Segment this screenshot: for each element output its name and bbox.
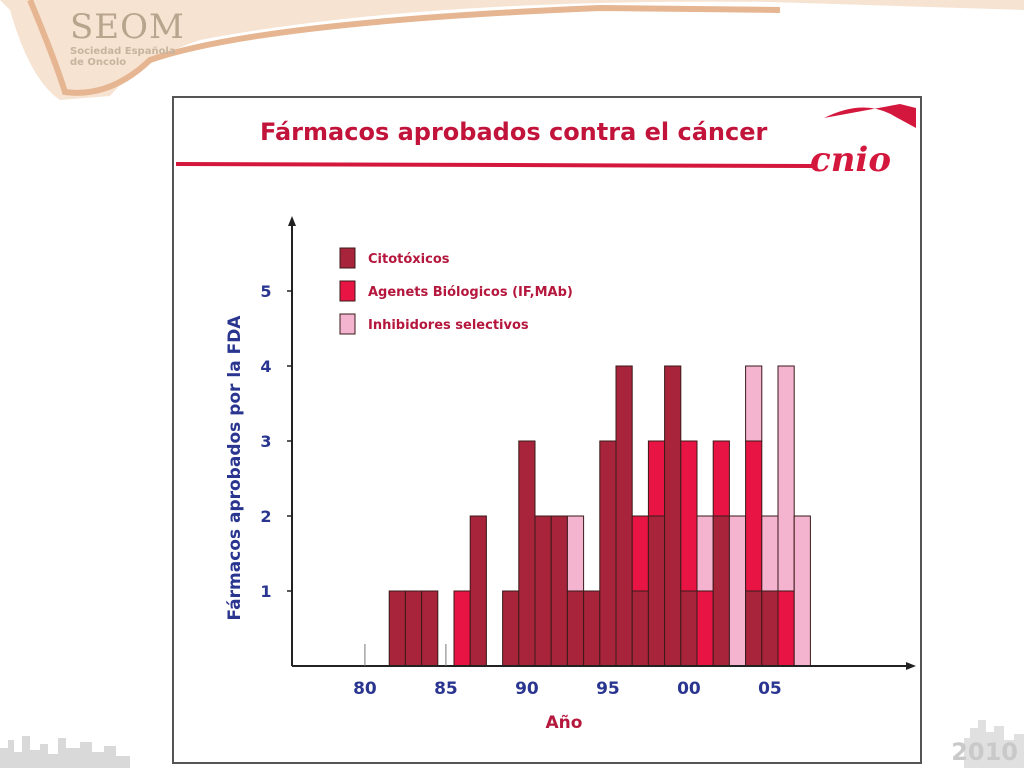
bar-chart: 1 2 3 4 5 80 85 90 95 00 05 Citotóxicos Agenets Bió… xyxy=(225,216,916,733)
legend-swatch xyxy=(339,247,356,269)
bar-citotoxicos-2002 xyxy=(712,515,730,667)
slide-title: Fármacos aprobados contra el cáncer xyxy=(260,118,768,146)
bar-citotoxicos-1999 xyxy=(664,365,682,667)
bar-citotoxicos-1987 xyxy=(469,515,487,667)
bar-inhibidores-1993 xyxy=(566,515,585,592)
bar-citotoxicos-1996 xyxy=(615,365,633,667)
bar-citotoxicos-1989 xyxy=(502,590,520,667)
x-tick-label: 90 xyxy=(515,679,539,699)
bar-biologicos-2000 xyxy=(680,440,698,592)
title-underline xyxy=(175,104,916,168)
bar-citotoxicos-2004 xyxy=(745,590,763,667)
legend-swatch xyxy=(339,280,356,302)
bar-citotoxicos-2000 xyxy=(680,590,698,667)
y-axis-label: Fármacos aprobados por la FDA xyxy=(225,315,245,621)
footer-skyline-right xyxy=(964,720,1024,768)
bar-inhibidores-2001 xyxy=(696,515,714,592)
x-tick-label: 00 xyxy=(677,679,701,699)
bar-inhibidores-2003 xyxy=(728,515,747,667)
bar-biologicos-2002 xyxy=(712,440,730,517)
bar-citotoxicos-1993 xyxy=(566,590,585,667)
footer-skyline-left xyxy=(0,736,130,768)
bar-biologicos-2001 xyxy=(696,590,714,667)
bar-citotoxicos-1994 xyxy=(583,590,601,667)
bar-citotoxicos-1991 xyxy=(534,515,552,667)
bar-citotoxicos-1990 xyxy=(518,440,536,667)
y-tick-label: 1 xyxy=(260,582,271,601)
x-axis-label: Año xyxy=(546,713,583,733)
bar-biologicos-1986 xyxy=(453,590,471,667)
x-axis-arrow xyxy=(906,662,916,670)
legend-label: Agenets Biólogicos (IF,MAb) xyxy=(368,285,573,300)
bar-biologicos-1997 xyxy=(631,515,649,592)
bar-citotoxicos-1983 xyxy=(404,590,423,667)
bar-citotoxicos-1997 xyxy=(631,590,649,667)
legend-label: Citotóxicos xyxy=(368,252,450,267)
axes-group: 1 2 3 4 5 80 85 90 95 00 05 xyxy=(260,216,916,699)
bar-citotoxicos-1995 xyxy=(599,440,617,667)
y-tick-label: 2 xyxy=(260,507,271,526)
cnio-logo: cnio xyxy=(810,140,892,180)
bar-citotoxicos-1982 xyxy=(388,590,406,667)
seom-brand: SEOM xyxy=(70,7,185,47)
bar-inhibidores-2006 xyxy=(777,365,795,592)
x-tick-label: 05 xyxy=(758,679,782,699)
seom-subtitle-line2: de Oncolo xyxy=(70,57,127,68)
bar-inhibidores-2005 xyxy=(761,515,779,592)
legend-label: Inhibidores selectivos xyxy=(368,318,529,333)
seom-subtitle-line1: Sociedad Española xyxy=(70,46,176,57)
bars-group xyxy=(388,365,811,667)
legend-group: Citotóxicos Agenets Biólogicos (IF,MAb) In… xyxy=(339,247,573,335)
x-tick-label: 95 xyxy=(596,679,620,699)
bar-citotoxicos-1992 xyxy=(550,515,568,667)
header-band xyxy=(0,0,1024,100)
bar-inhibidores-2007 xyxy=(793,515,811,667)
bar-biologicos-1998 xyxy=(647,440,666,517)
bar-citotoxicos-1984 xyxy=(421,590,439,667)
footer-year: 2010 xyxy=(951,738,1018,766)
y-tick-label: 3 xyxy=(260,432,271,451)
bar-citotoxicos-2005 xyxy=(761,590,779,667)
bar-citotoxicos-1998 xyxy=(647,515,666,667)
slide-panel: Fármacos aprobados contra el cáncer cnio… xyxy=(172,96,922,764)
seom-logo: SEOM Sociedad Española de Oncolo xyxy=(70,8,185,68)
y-tick-label: 4 xyxy=(260,357,271,376)
x-tick-label: 85 xyxy=(434,679,458,699)
bar-biologicos-2004 xyxy=(745,440,763,592)
bar-biologicos-2006 xyxy=(777,590,795,667)
legend-swatch xyxy=(339,313,356,335)
y-axis-arrow xyxy=(288,216,296,226)
x-tick-label: 80 xyxy=(353,679,377,699)
bar-inhibidores-2004 xyxy=(745,365,763,442)
y-tick-label: 5 xyxy=(260,282,271,301)
